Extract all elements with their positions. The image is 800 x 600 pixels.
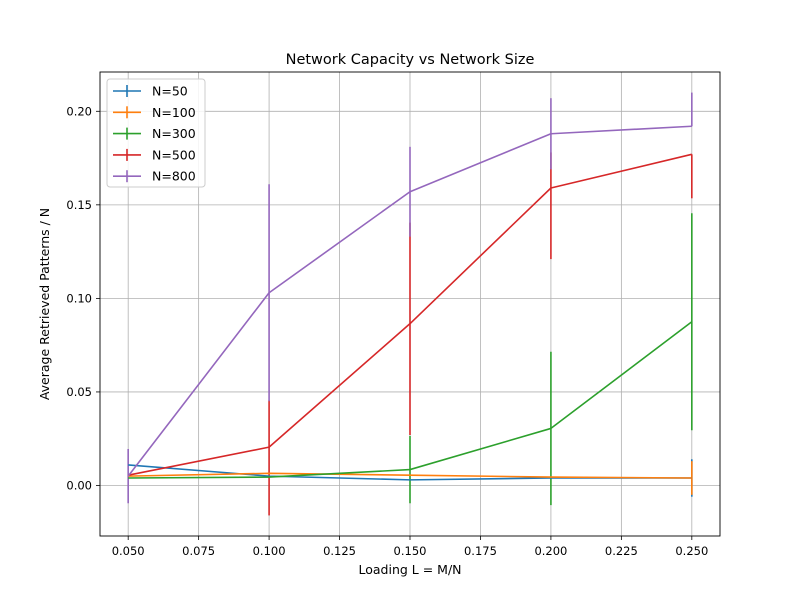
legend-label-n-50: N=50 xyxy=(152,84,188,99)
x-tick-label: 0.200 xyxy=(534,544,567,558)
legend-box xyxy=(106,78,206,188)
y-tick-label: 0.05 xyxy=(66,385,92,399)
y-tick-label: 0.15 xyxy=(66,198,92,212)
y-tick-label: 0.10 xyxy=(66,291,92,305)
x-tick-label: 0.225 xyxy=(605,544,638,558)
x-tick-label: 0.150 xyxy=(394,544,427,558)
y-tick-label: 0.00 xyxy=(66,478,92,492)
legend-label-n-500: N=500 xyxy=(152,147,196,162)
y-tick-label: 0.20 xyxy=(66,104,92,118)
x-tick-label: 0.100 xyxy=(253,544,286,558)
x-tick-label: 0.125 xyxy=(323,544,356,558)
chart-title: Network Capacity vs Network Size xyxy=(286,52,535,68)
y-axis-label: Average Retrieved Patterns / N xyxy=(37,208,52,400)
legend-label-n-300: N=300 xyxy=(152,126,196,141)
legend-label-n-800: N=800 xyxy=(152,169,196,184)
x-tick-label: 0.175 xyxy=(464,544,497,558)
legend-label-n-100: N=100 xyxy=(152,105,196,120)
x-tick-label: 0.075 xyxy=(182,544,215,558)
axis-ticks: 0.050 0.075 0.100 0.125 0.150 0.175 0.200 0.225… xyxy=(66,104,708,558)
x-tick-label: 0.050 xyxy=(112,544,145,558)
x-axis-label: Loading L = M/N xyxy=(358,562,461,577)
series-lines xyxy=(127,125,693,481)
x-tick-label: 0.250 xyxy=(675,544,708,558)
legend: N=50 N=100 N=300 N=500 N=800 xyxy=(106,78,206,188)
